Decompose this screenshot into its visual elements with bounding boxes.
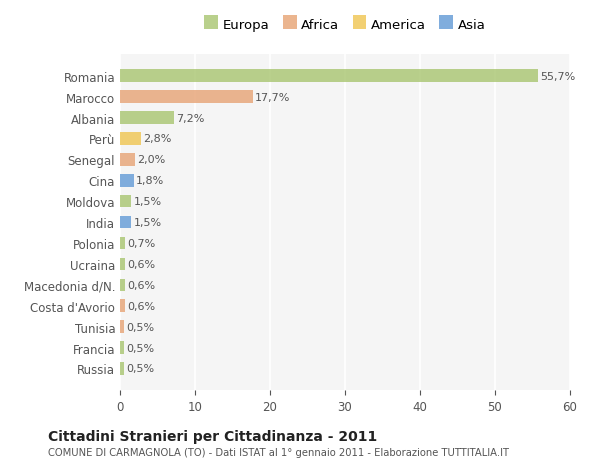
Text: 7,2%: 7,2% (176, 113, 205, 123)
Text: COMUNE DI CARMAGNOLA (TO) - Dati ISTAT al 1° gennaio 2011 - Elaborazione TUTTITA: COMUNE DI CARMAGNOLA (TO) - Dati ISTAT a… (48, 448, 509, 458)
Text: 0,6%: 0,6% (127, 301, 155, 311)
Bar (120, 321, 124, 333)
Bar (120, 216, 131, 229)
Bar (120, 363, 124, 375)
Bar (120, 196, 131, 208)
Text: Cittadini Stranieri per Cittadinanza - 2011: Cittadini Stranieri per Cittadinanza - 2… (48, 429, 377, 443)
Bar (120, 300, 125, 312)
Text: 0,6%: 0,6% (127, 280, 155, 290)
Bar (120, 91, 253, 104)
Text: 1,5%: 1,5% (133, 218, 161, 228)
Bar (120, 112, 174, 124)
Bar (120, 341, 124, 354)
Bar (120, 70, 538, 83)
Text: 0,7%: 0,7% (128, 239, 156, 248)
Text: 1,5%: 1,5% (133, 197, 161, 207)
Bar (120, 237, 125, 250)
Text: 0,5%: 0,5% (126, 343, 154, 353)
Bar (120, 133, 141, 146)
Text: 0,5%: 0,5% (126, 364, 154, 374)
Legend: Europa, Africa, America, Asia: Europa, Africa, America, Asia (205, 18, 485, 32)
Text: 17,7%: 17,7% (255, 92, 290, 102)
Bar (120, 258, 125, 271)
Text: 1,8%: 1,8% (136, 176, 164, 186)
Bar (120, 154, 135, 166)
Text: 2,0%: 2,0% (137, 155, 166, 165)
Bar (120, 279, 125, 291)
Bar (120, 174, 133, 187)
Text: 55,7%: 55,7% (540, 72, 575, 82)
Text: 0,6%: 0,6% (127, 259, 155, 269)
Text: 0,5%: 0,5% (126, 322, 154, 332)
Text: 2,8%: 2,8% (143, 134, 172, 144)
